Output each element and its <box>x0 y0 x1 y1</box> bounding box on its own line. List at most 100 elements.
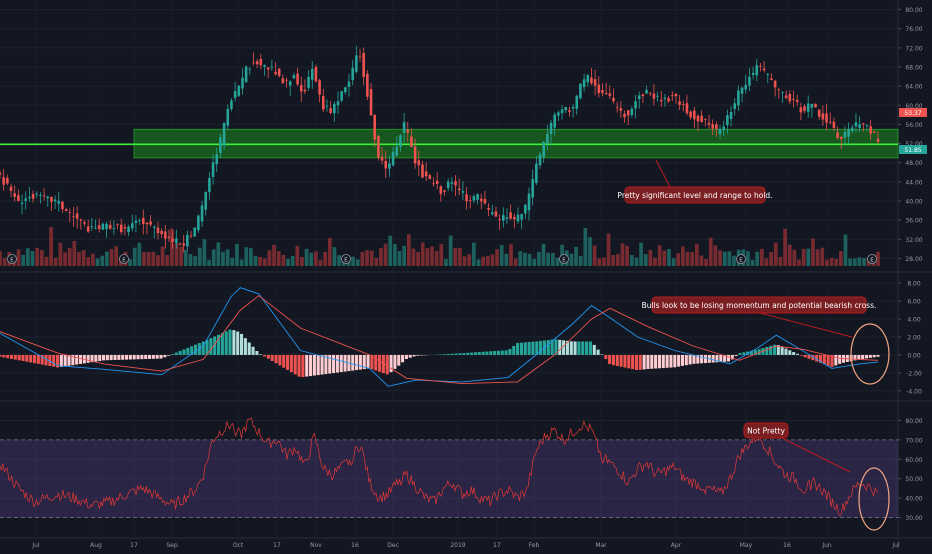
candle-body <box>215 154 218 164</box>
time-tick-label: 16 <box>783 542 791 549</box>
macd-histogram-bar <box>102 355 105 360</box>
candle-body <box>785 95 788 98</box>
macd-histogram-bar <box>275 355 278 363</box>
macd-histogram-bar <box>183 349 186 355</box>
candle-body <box>322 96 325 109</box>
macd-histogram-bar <box>792 352 795 355</box>
volume-bar <box>295 246 299 266</box>
candle-body <box>473 196 476 200</box>
macd-histogram-bar <box>344 355 347 372</box>
macd-histogram-bar <box>309 355 312 376</box>
volume-bar <box>416 252 420 266</box>
macd-histogram-bar <box>167 355 170 356</box>
candle-body <box>572 107 575 108</box>
volume-bar <box>49 227 53 266</box>
earnings-marker-label: E <box>870 258 874 264</box>
macd-histogram-bar <box>175 353 178 355</box>
candle-body <box>418 160 421 165</box>
volume-bar <box>607 233 611 266</box>
volume-bar <box>514 258 518 266</box>
candle-body <box>825 113 828 122</box>
candle-body <box>421 164 424 177</box>
candle-body <box>678 101 681 105</box>
volume-bar <box>509 244 513 266</box>
macd-histogram-bar <box>501 351 504 355</box>
candle-body <box>796 100 799 102</box>
price-tick-label: 76.00 <box>905 26 922 33</box>
macd-histogram-bar <box>33 355 36 363</box>
volume-bar <box>765 258 769 266</box>
volume-bar <box>402 246 406 266</box>
macd-histogram-bar <box>439 354 442 355</box>
candle-body <box>212 162 215 177</box>
macd-histogram-bar <box>643 355 646 369</box>
candle-body <box>0 173 1 175</box>
candle-body <box>13 193 16 197</box>
macd-histogram-bar <box>0 355 2 357</box>
macd-histogram-bar <box>79 355 82 364</box>
time-tick-label: Aug <box>90 542 102 549</box>
volume-bar <box>532 259 536 266</box>
volume-bar <box>583 228 587 266</box>
macd-histogram-bar <box>627 355 630 368</box>
candle-body <box>609 93 612 95</box>
macd-histogram-bar <box>367 355 370 369</box>
macd-histogram-bar <box>321 355 324 375</box>
macd-histogram-bar <box>570 341 573 355</box>
candle-body <box>855 122 858 126</box>
macd-histogram-bar <box>489 351 492 355</box>
volume-bar <box>0 251 2 266</box>
macd-histogram-bar <box>148 355 151 359</box>
candle-body <box>476 194 479 200</box>
candle-body <box>403 122 406 133</box>
candle-body <box>278 69 281 76</box>
volume-bar <box>351 257 355 266</box>
macd-histogram-bar <box>378 355 381 372</box>
macd-histogram-bar <box>386 355 389 374</box>
volume-bar <box>138 243 142 266</box>
macd-histogram-bar <box>485 352 488 355</box>
macd-histogram-bar <box>98 355 101 361</box>
candle-body <box>179 243 182 244</box>
macd-histogram-bar <box>229 330 232 355</box>
macd-histogram-bar <box>466 353 469 355</box>
candle-body <box>733 103 736 109</box>
macd-histogram-bar <box>781 347 784 355</box>
volume-bar <box>356 259 360 266</box>
volume-bar <box>695 244 699 266</box>
candle-body <box>182 243 185 245</box>
macd-histogram-bar <box>650 355 653 369</box>
candle-body <box>877 139 880 142</box>
macd-histogram-bar <box>290 355 293 372</box>
candle-body <box>737 90 740 105</box>
volume-bar <box>546 253 550 266</box>
price-annotation-text: Pretty significant level and range to ho… <box>617 191 772 200</box>
macd-histogram-bar <box>497 351 500 355</box>
volume-bar <box>779 257 783 266</box>
candle-body <box>675 94 678 96</box>
candle-body <box>127 227 130 232</box>
time-tick-label: Dec <box>387 542 399 549</box>
candle-body <box>594 79 597 85</box>
candle-body <box>495 211 498 216</box>
time-tick-label: Jul <box>31 542 40 549</box>
volume-bar <box>26 248 30 266</box>
candle-body <box>587 75 590 82</box>
macd-histogram-bar <box>21 355 24 361</box>
volume-bar <box>435 251 439 266</box>
candle-body <box>840 137 843 139</box>
candle-body <box>399 135 402 146</box>
candle-body <box>752 73 755 75</box>
macd-histogram-bar <box>294 355 297 374</box>
volume-bar <box>31 251 35 266</box>
macd-histogram-bar <box>374 355 377 371</box>
candle-body <box>359 56 362 57</box>
candle-body <box>833 122 836 128</box>
candle-body <box>296 74 299 85</box>
macd-tick-label: 0.00 <box>907 352 921 359</box>
candle-body <box>54 200 57 202</box>
macd-histogram-bar <box>662 355 665 368</box>
candle-body <box>124 227 127 228</box>
candle-body <box>65 209 68 211</box>
candle-body <box>583 79 586 87</box>
